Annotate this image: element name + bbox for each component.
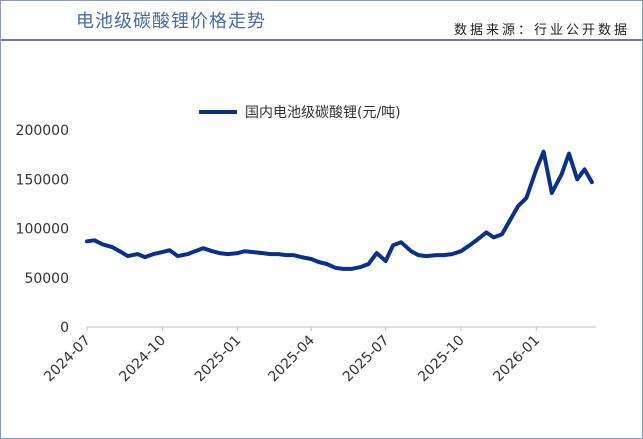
chart-legend: 国内电池级碳酸锂(元/吨): [199, 105, 401, 121]
data-point: [144, 256, 146, 258]
data-point: [560, 173, 563, 176]
x-tick-label: 2025-01: [192, 333, 245, 386]
data-point: [218, 252, 221, 254]
data-point: [136, 253, 139, 255]
data-point: [285, 254, 287, 256]
data-point: [535, 168, 538, 171]
data-point: [292, 254, 295, 256]
data-point: [310, 258, 313, 260]
data-point: [118, 250, 121, 252]
data-point: [410, 250, 412, 252]
data-point: [101, 243, 104, 246]
data-point: [152, 253, 155, 255]
x-axis-ticks: 2024-07 2024-10 2025-01 2025-04 2025-07 2025-…: [41, 327, 543, 385]
data-point: [360, 266, 362, 268]
header-divider: [1, 39, 642, 41]
data-point: [317, 261, 320, 263]
data-point: [568, 152, 570, 155]
data-point: [492, 236, 495, 239]
data-point: [525, 197, 528, 199]
data-point: [236, 252, 239, 254]
x-tick-label: 2025-10: [415, 333, 468, 386]
data-point: [591, 181, 593, 183]
data-point: [425, 255, 428, 257]
data-point: [517, 205, 520, 207]
data-point: [300, 256, 303, 258]
data-point: [467, 245, 470, 247]
data-point: [211, 250, 213, 252]
data-point: [583, 168, 586, 171]
data-point: [451, 253, 453, 255]
x-tick-label: 2025-07: [340, 333, 393, 386]
x-tick-label: 2024-10: [116, 333, 169, 386]
y-tick-label: 50000: [24, 271, 69, 287]
data-point: [168, 249, 171, 251]
chart-series: [85, 149, 594, 271]
data-point: [510, 217, 512, 220]
data-point: [127, 255, 129, 257]
data-point: [417, 254, 420, 256]
data-point: [262, 252, 264, 254]
data-point: [269, 253, 272, 255]
legend-label: 国内电池级碳酸锂(元/吨): [245, 105, 401, 121]
data-point: [202, 247, 204, 249]
data-point: [443, 254, 445, 256]
x-tick-label: 2024-07: [41, 333, 94, 386]
data-point: [161, 251, 164, 253]
data-point: [367, 263, 370, 265]
data-point: [111, 246, 114, 248]
data-point: [227, 253, 229, 255]
y-axis-ticks: 0 50000 100000 150000 200000: [16, 123, 69, 336]
data-point: [335, 267, 337, 269]
y-tick-label: 0: [60, 320, 69, 336]
data-point: [475, 239, 478, 242]
data-point: [177, 255, 179, 257]
data-point: [350, 268, 353, 270]
data-point: [326, 263, 328, 265]
data-point: [93, 239, 96, 242]
data-point: [551, 192, 553, 194]
data-point: [542, 150, 545, 153]
x-tick-label: 2025-04: [265, 332, 318, 385]
page-title: 电池级碳酸锂价格走势: [76, 11, 266, 32]
data-point: [186, 253, 189, 255]
data-point: [252, 251, 254, 253]
data-point: [342, 268, 344, 270]
data-point: [485, 231, 488, 234]
data-point: [244, 250, 246, 252]
data-source: 数据来源：行业公开数据: [453, 23, 630, 38]
y-tick-label: 150000: [16, 172, 69, 188]
x-tick-label: 2026-01: [490, 333, 543, 386]
data-point: [400, 241, 403, 244]
y-tick-label: 200000: [16, 123, 69, 139]
data-point: [460, 250, 462, 252]
data-point: [501, 233, 503, 236]
data-point: [277, 253, 280, 255]
data-point: [86, 240, 88, 243]
data-point: [384, 260, 387, 262]
data-point: [392, 244, 394, 246]
data-point: [194, 250, 196, 252]
data-point: [435, 254, 438, 256]
data-point: [576, 178, 578, 181]
series-line-lithium-carbonate: [85, 149, 594, 271]
y-tick-label: 100000: [16, 222, 69, 238]
data-point: [375, 252, 378, 254]
